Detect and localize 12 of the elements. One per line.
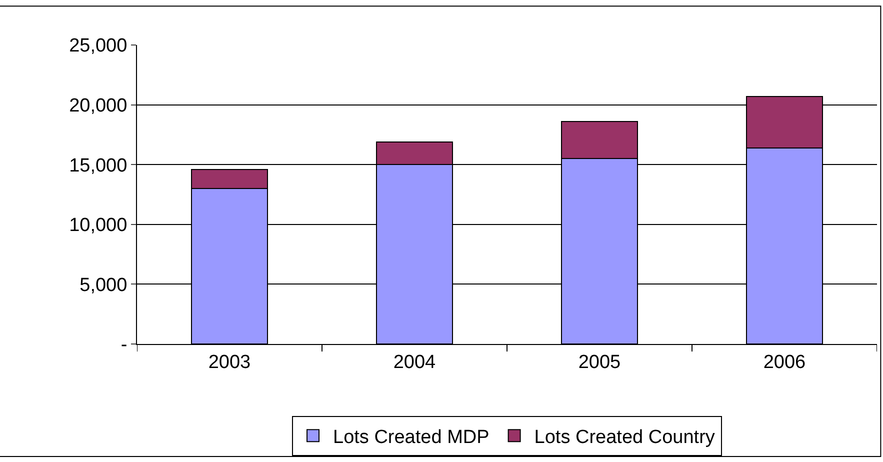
y-tick-label: - <box>120 334 128 356</box>
x-tick-label: 2003 <box>208 352 251 373</box>
y-tick-label: 15,000 <box>69 155 128 176</box>
x-tick-label: 2006 <box>763 352 806 373</box>
y-tick-label: 25,000 <box>69 36 128 57</box>
x-tick-label: 2004 <box>393 352 436 373</box>
y-tick-label: 10,000 <box>69 215 128 236</box>
x-tick-label: 2005 <box>578 352 621 373</box>
legend-label: Lots Created Country <box>534 427 716 448</box>
legend-label: Lots Created MDP <box>333 427 490 448</box>
y-tick-label: 5,000 <box>80 274 128 296</box>
y-tick-label: 20,000 <box>69 95 128 116</box>
